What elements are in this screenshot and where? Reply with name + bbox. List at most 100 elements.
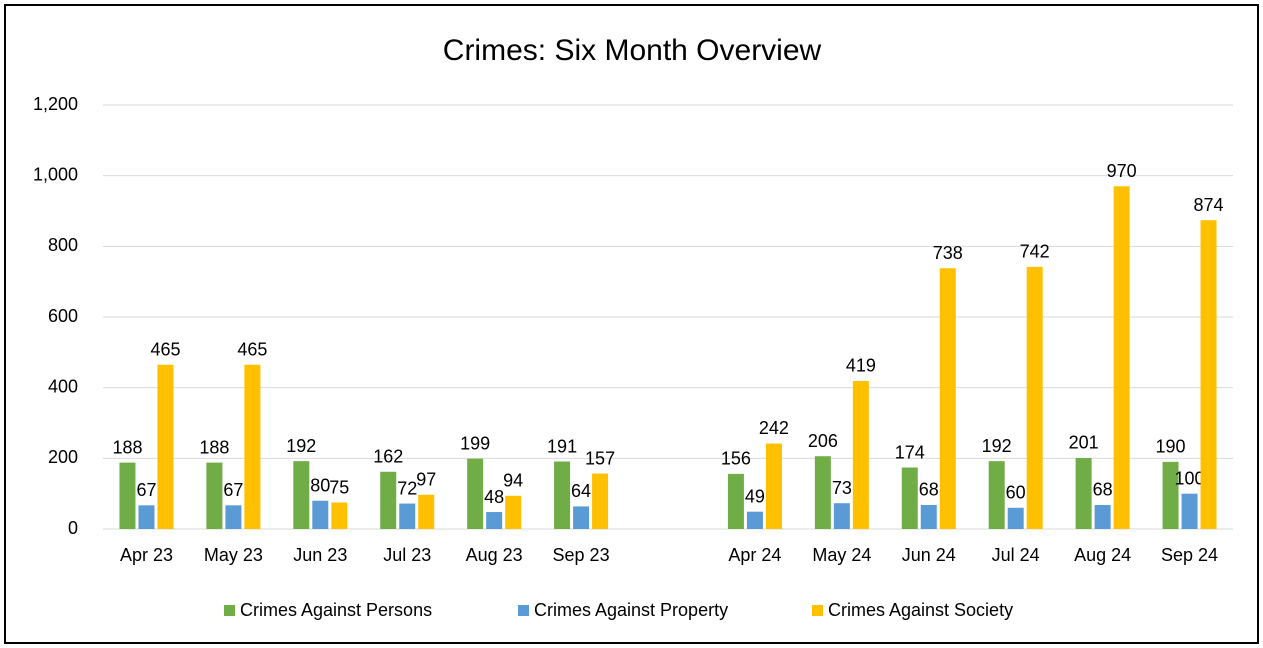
- data-label: 738: [933, 243, 963, 263]
- chart-border: [4, 4, 1259, 644]
- x-tick-label: Jun 24: [902, 545, 956, 565]
- data-label: 60: [1006, 483, 1026, 503]
- y-tick-label: 0: [68, 518, 78, 538]
- data-label: 100: [1175, 468, 1205, 488]
- data-label: 970: [1107, 161, 1137, 181]
- bar: [814, 456, 831, 529]
- bar: [573, 506, 590, 529]
- bar: [746, 511, 763, 529]
- data-label: 48: [484, 487, 504, 507]
- bar: [1113, 186, 1130, 529]
- bar: [331, 502, 348, 529]
- y-tick-label: 1,000: [33, 164, 78, 184]
- data-label: 188: [112, 437, 142, 457]
- bar: [399, 503, 416, 529]
- bar: [554, 461, 571, 529]
- bar: [206, 462, 223, 529]
- x-tick-label: Jul 23: [383, 545, 431, 565]
- legend-swatch: [224, 605, 235, 616]
- bar: [244, 364, 261, 529]
- data-label: 49: [745, 486, 765, 506]
- x-tick-label: Sep 23: [553, 545, 610, 565]
- data-label: 64: [571, 481, 591, 501]
- data-label: 192: [982, 436, 1012, 456]
- data-label: 75: [329, 477, 349, 497]
- bar: [988, 461, 1005, 529]
- y-tick-label: 200: [48, 447, 78, 467]
- data-label: 162: [373, 447, 403, 467]
- data-label: 94: [503, 471, 523, 491]
- x-tick-label: May 24: [812, 545, 871, 565]
- bar: [852, 380, 869, 529]
- data-label: 80: [310, 475, 330, 495]
- bar: [592, 473, 609, 529]
- bar: [418, 494, 435, 529]
- data-label: 156: [721, 449, 751, 469]
- bar: [1200, 220, 1217, 530]
- legend-swatch: [812, 605, 823, 616]
- data-label: 465: [150, 339, 180, 359]
- x-tick-label: Apr 24: [728, 545, 781, 565]
- x-tick-label: Jun 23: [293, 545, 347, 565]
- x-tick-label: Aug 23: [466, 545, 523, 565]
- x-tick-label: Sep 24: [1161, 545, 1218, 565]
- bar: [1007, 507, 1024, 529]
- bar: [833, 503, 850, 529]
- data-label: 68: [1093, 480, 1113, 500]
- legend-label: Crimes Against Persons: [240, 600, 432, 620]
- bar: [1162, 461, 1179, 529]
- data-label: 67: [136, 480, 156, 500]
- bar: [1094, 504, 1111, 529]
- bar: [312, 500, 329, 529]
- bar: [486, 512, 503, 529]
- x-tick-label: May 23: [204, 545, 263, 565]
- data-label: 874: [1194, 195, 1224, 215]
- bar: [467, 458, 484, 529]
- bar: [1026, 266, 1043, 529]
- data-label: 72: [397, 478, 417, 498]
- bar: [901, 467, 918, 529]
- bar: [380, 471, 397, 529]
- data-label: 242: [759, 418, 789, 438]
- bar: [293, 461, 310, 529]
- y-tick-label: 400: [48, 376, 78, 396]
- data-label: 97: [416, 469, 436, 489]
- data-label: 188: [199, 437, 229, 457]
- bar: [1181, 493, 1198, 529]
- x-tick-label: Aug 24: [1074, 545, 1131, 565]
- chart-title: Crimes: Six Month Overview: [443, 34, 822, 67]
- x-tick-label: Apr 23: [120, 545, 173, 565]
- bar: [727, 473, 744, 529]
- y-tick-label: 1,200: [33, 94, 78, 114]
- data-label: 190: [1156, 437, 1186, 457]
- bar: [920, 504, 937, 529]
- bar: [157, 364, 174, 529]
- legend-label: Crimes Against Property: [534, 600, 728, 620]
- bar: [1075, 457, 1092, 529]
- data-label: 68: [919, 480, 939, 500]
- bar: [765, 443, 782, 529]
- data-label: 199: [460, 433, 490, 453]
- y-tick-label: 800: [48, 235, 78, 255]
- data-label: 419: [846, 356, 876, 376]
- data-label: 206: [808, 431, 838, 451]
- bar: [119, 462, 136, 529]
- data-label: 192: [286, 436, 316, 456]
- data-label: 73: [832, 478, 852, 498]
- x-tick-label: Jul 24: [992, 545, 1040, 565]
- data-label: 157: [585, 448, 615, 468]
- data-label: 201: [1069, 433, 1099, 453]
- y-tick-label: 600: [48, 306, 78, 326]
- bar: [225, 505, 242, 529]
- data-label: 465: [237, 339, 267, 359]
- data-label: 742: [1020, 242, 1050, 262]
- legend-swatch: [518, 605, 529, 616]
- data-label: 174: [895, 442, 925, 462]
- bar: [138, 505, 155, 529]
- legend-label: Crimes Against Society: [828, 600, 1013, 620]
- data-label: 191: [547, 436, 577, 456]
- bar: [505, 495, 522, 529]
- data-label: 67: [223, 480, 243, 500]
